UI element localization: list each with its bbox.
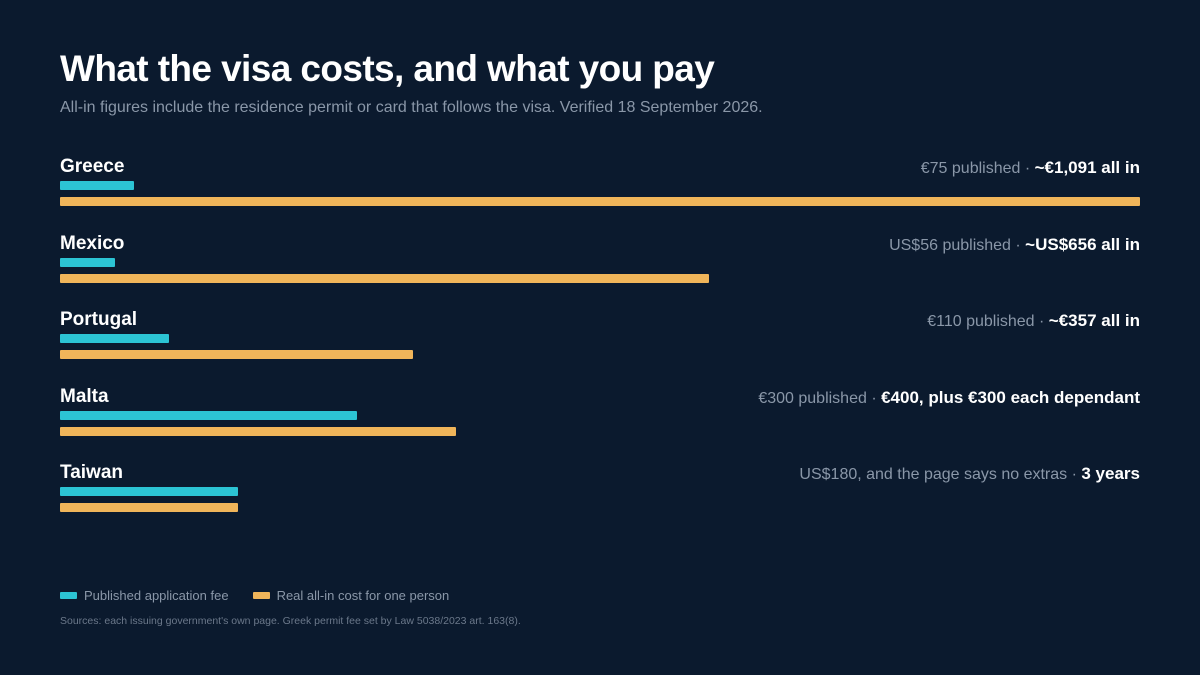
separator: · bbox=[1010, 237, 1026, 254]
legend-item-published: Published application fee bbox=[60, 588, 229, 603]
category-label: Portugal bbox=[60, 309, 138, 330]
category-label: Greece bbox=[60, 156, 125, 177]
data-label: €75 published · ~€1,091 all in bbox=[921, 158, 1140, 178]
bar-real-taiwan bbox=[60, 503, 239, 512]
chart-subtitle: All-in figures include the residence per… bbox=[60, 99, 763, 116]
separator: · bbox=[1067, 466, 1082, 483]
bar-published-taiwan bbox=[60, 487, 239, 496]
data-label: US$180, and the page says no extras · 3 … bbox=[799, 464, 1140, 484]
legend-swatch-published bbox=[60, 592, 77, 599]
bar-published-malta bbox=[60, 411, 357, 420]
bar-real-mexico bbox=[60, 274, 710, 283]
real-cost-label: €400, plus €300 each dependant bbox=[881, 388, 1140, 407]
published-fee-label: €110 published bbox=[927, 313, 1035, 330]
bar-published-mexico bbox=[60, 258, 116, 267]
separator: · bbox=[1020, 160, 1035, 177]
legend-swatch-real bbox=[252, 592, 270, 599]
chart-row-greece: Greece €75 published · ~€1,091 all in bbox=[60, 156, 1140, 226]
published-fee-label: US$56 published bbox=[889, 237, 1011, 254]
bar-real-malta bbox=[60, 427, 456, 436]
published-fee-label: US$180, and the page says no extras bbox=[799, 466, 1068, 483]
chart-row-taiwan: Taiwan US$180, and the page says no extra… bbox=[60, 462, 1140, 532]
data-label: €110 published · ~€357 all in bbox=[927, 311, 1140, 331]
legend-item-real: Real all-in cost for one person bbox=[252, 588, 450, 603]
category-label: Taiwan bbox=[60, 462, 123, 483]
bar-published-greece bbox=[60, 181, 135, 190]
bar-real-greece bbox=[60, 197, 1140, 206]
real-cost-label: 3 years bbox=[1081, 464, 1140, 483]
category-label: Mexico bbox=[60, 233, 125, 254]
category-label: Malta bbox=[60, 386, 109, 407]
chart-title: What the visa costs, and what you pay bbox=[60, 48, 715, 89]
real-cost-label: ~€1,091 all in bbox=[1034, 158, 1140, 177]
data-label: US$56 published · ~US$656 all in bbox=[889, 235, 1140, 255]
separator: · bbox=[1034, 313, 1049, 330]
data-label: €300 published · €400, plus €300 each de… bbox=[758, 388, 1140, 408]
sources-note: Sources: each issuing government's own p… bbox=[60, 615, 521, 627]
chart-row-portugal: Portugal €110 published · ~€357 all in bbox=[60, 309, 1140, 379]
chart-row-mexico: Mexico US$56 published · ~US$656 all in bbox=[60, 233, 1140, 303]
separator: · bbox=[866, 390, 882, 407]
bar-real-portugal bbox=[60, 350, 414, 359]
legend-label-real: Real all-in cost for one person bbox=[276, 588, 450, 603]
legend: Published application fee Real all-in co… bbox=[60, 588, 473, 603]
chart-row-malta: Malta €300 published · €400, plus €300 ea… bbox=[60, 386, 1140, 456]
real-cost-label: ~€357 all in bbox=[1048, 311, 1140, 330]
published-fee-label: €300 published bbox=[758, 390, 867, 407]
real-cost-label: ~US$656 all in bbox=[1025, 235, 1140, 254]
legend-label-published: Published application fee bbox=[84, 588, 229, 603]
bar-published-portugal bbox=[60, 334, 169, 343]
published-fee-label: €75 published bbox=[920, 160, 1021, 177]
